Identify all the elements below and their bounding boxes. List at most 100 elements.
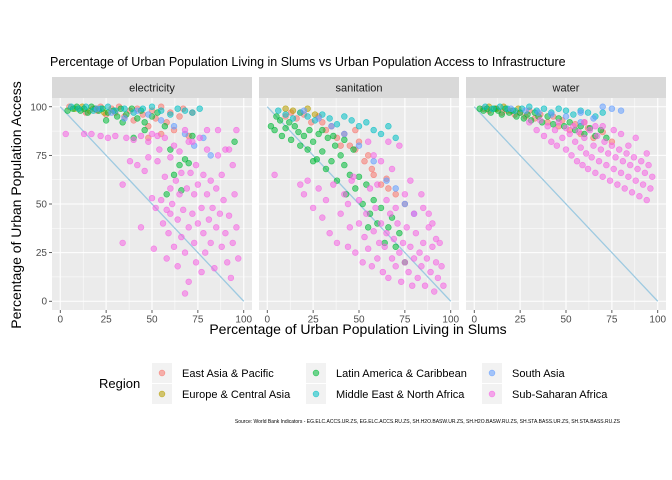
data-point bbox=[617, 107, 625, 114]
data-point bbox=[309, 204, 317, 212]
data-point bbox=[141, 167, 148, 175]
data-point bbox=[282, 111, 289, 118]
data-point bbox=[385, 138, 392, 145]
data-point bbox=[434, 274, 442, 282]
data-point bbox=[643, 196, 650, 204]
data-point bbox=[174, 105, 181, 112]
data-point bbox=[385, 185, 392, 192]
data-point bbox=[361, 158, 368, 165]
data-point bbox=[113, 113, 121, 120]
data-point bbox=[363, 181, 370, 188]
data-point bbox=[62, 130, 69, 138]
data-point bbox=[399, 239, 407, 247]
data-point bbox=[363, 210, 370, 217]
data-point bbox=[555, 119, 562, 126]
data-point bbox=[577, 109, 584, 116]
data-point bbox=[203, 146, 211, 153]
data-point bbox=[267, 123, 275, 130]
data-point bbox=[295, 128, 302, 136]
data-point bbox=[157, 107, 165, 114]
data-point bbox=[170, 142, 178, 149]
data-point bbox=[352, 185, 359, 192]
data-point bbox=[315, 130, 322, 138]
data-point bbox=[214, 152, 222, 159]
data-point bbox=[346, 224, 354, 231]
data-point bbox=[203, 191, 211, 198]
data-point bbox=[617, 130, 625, 138]
data-point bbox=[392, 243, 399, 250]
data-point bbox=[355, 173, 363, 180]
data-point bbox=[161, 173, 169, 180]
data-point bbox=[388, 165, 396, 173]
data-point bbox=[167, 111, 174, 118]
data-point bbox=[489, 105, 496, 112]
data-point bbox=[498, 111, 505, 118]
data-point bbox=[220, 196, 227, 204]
data-point bbox=[350, 173, 357, 180]
data-point bbox=[643, 150, 650, 157]
data-point bbox=[548, 138, 555, 145]
data-point bbox=[178, 233, 185, 241]
data-point bbox=[341, 161, 348, 169]
x-tick-label: 25 bbox=[515, 315, 527, 326]
data-point bbox=[134, 115, 141, 122]
data-point bbox=[427, 268, 434, 276]
data-point bbox=[625, 142, 632, 149]
data-point bbox=[145, 154, 152, 161]
data-point bbox=[150, 245, 158, 252]
data-point bbox=[174, 216, 181, 223]
data-point bbox=[364, 245, 372, 252]
data-point bbox=[172, 177, 180, 184]
data-point bbox=[341, 113, 348, 120]
legend-item: South Asia bbox=[482, 363, 565, 383]
data-point bbox=[84, 109, 91, 116]
data-point bbox=[154, 158, 161, 165]
data-point bbox=[189, 132, 196, 140]
data-point bbox=[328, 123, 335, 130]
data-point bbox=[608, 105, 616, 112]
y-tick-label: 100 bbox=[30, 102, 47, 113]
legend-item: Sub-Saharan Africa bbox=[482, 384, 608, 404]
data-point bbox=[577, 144, 584, 151]
data-point bbox=[390, 235, 398, 243]
data-point bbox=[185, 159, 192, 167]
data-point bbox=[148, 130, 156, 138]
data-point bbox=[181, 107, 189, 114]
data-point bbox=[423, 255, 431, 262]
legend-label: South Asia bbox=[512, 368, 565, 380]
x-tick-label: 50 bbox=[353, 315, 365, 326]
data-point bbox=[163, 255, 170, 262]
data-point bbox=[275, 107, 282, 114]
data-point bbox=[612, 154, 619, 161]
data-point bbox=[412, 229, 420, 237]
data-point bbox=[231, 191, 238, 198]
legend-label: East Asia & Pacific bbox=[182, 368, 274, 380]
data-point bbox=[606, 177, 614, 184]
data-point bbox=[368, 263, 376, 270]
data-point bbox=[394, 220, 401, 227]
data-point bbox=[181, 126, 189, 134]
data-point bbox=[93, 105, 101, 112]
data-point bbox=[429, 220, 436, 227]
data-point bbox=[385, 274, 392, 282]
data-point bbox=[632, 134, 639, 142]
data-point bbox=[418, 191, 425, 198]
data-point bbox=[388, 255, 396, 262]
data-point bbox=[377, 130, 385, 138]
data-point bbox=[355, 220, 363, 227]
data-point bbox=[341, 130, 348, 138]
data-point bbox=[108, 109, 115, 116]
data-point bbox=[436, 239, 443, 247]
data-point bbox=[289, 107, 297, 114]
data-point bbox=[326, 229, 333, 237]
data-point bbox=[597, 146, 605, 153]
data-point bbox=[170, 171, 178, 179]
points-water bbox=[473, 103, 659, 302]
data-point bbox=[191, 191, 198, 198]
points-electricity bbox=[59, 103, 245, 302]
data-point bbox=[377, 158, 385, 165]
data-point bbox=[119, 239, 126, 247]
data-point bbox=[377, 204, 385, 212]
data-point bbox=[566, 130, 573, 138]
